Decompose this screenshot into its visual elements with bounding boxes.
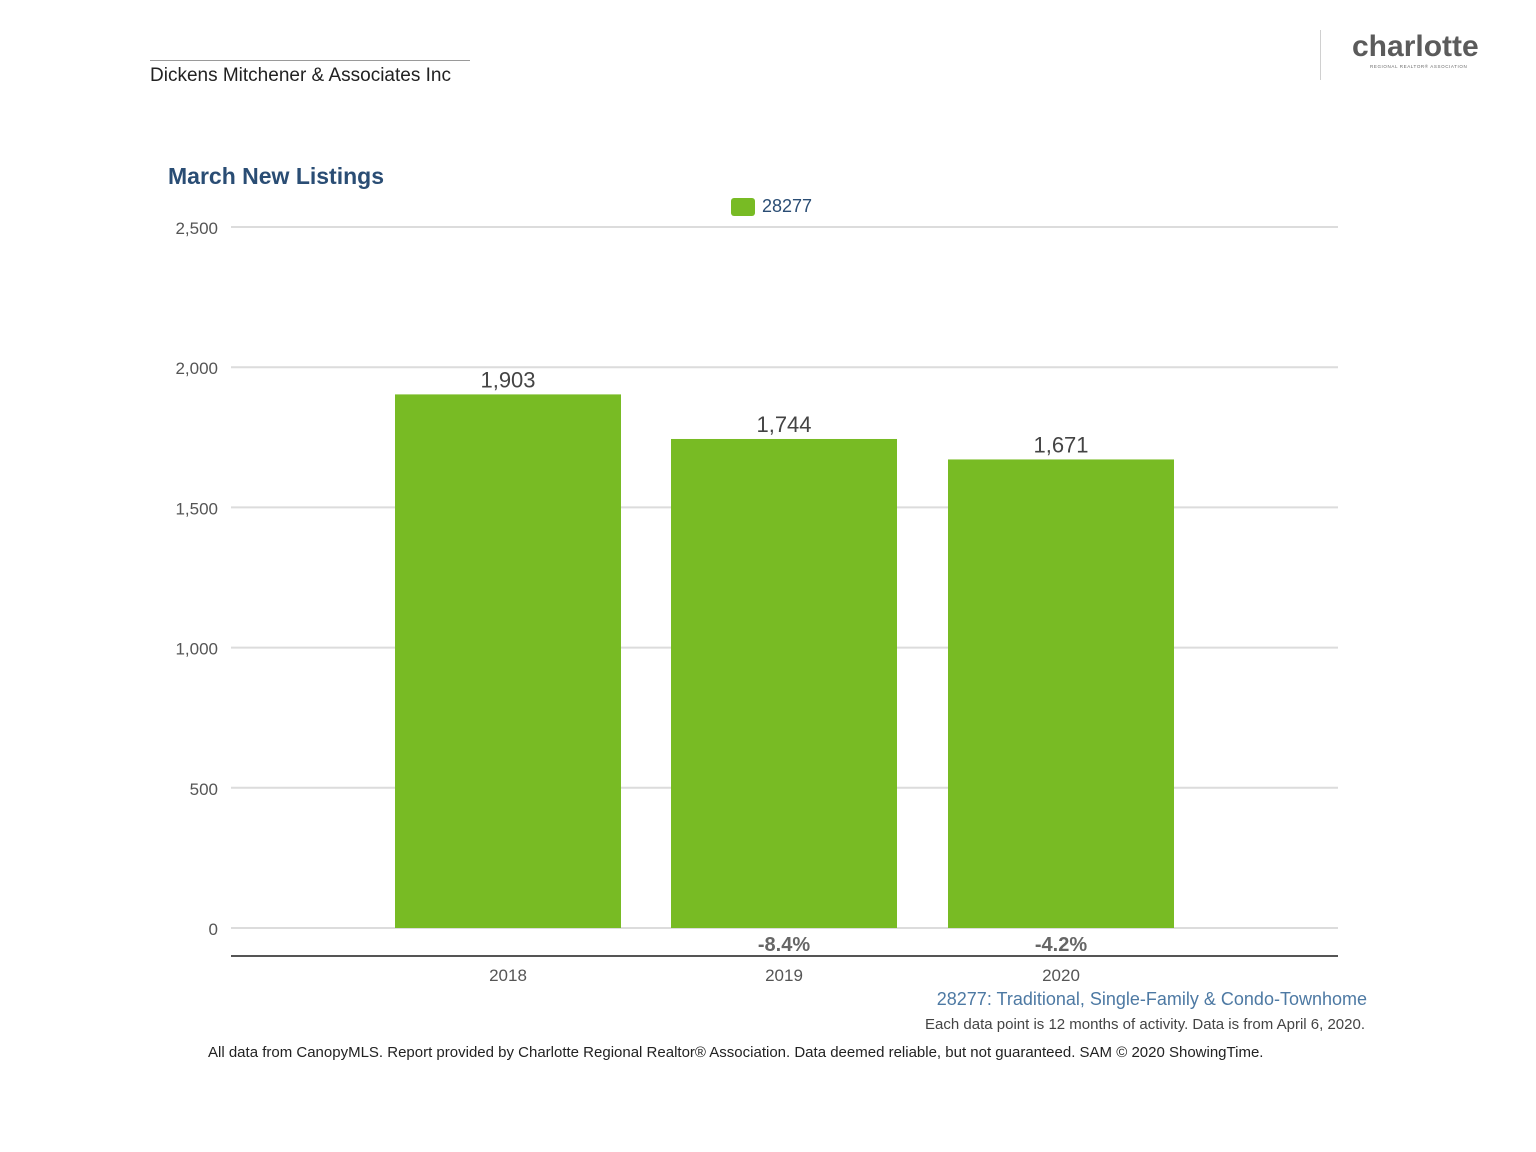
bars [395, 394, 1174, 928]
logo-subtitle: REGIONAL REALTOR® ASSOCIATION [1370, 64, 1468, 69]
change-labels: -8.4% -4.2% [758, 934, 1087, 956]
y-axis-tick-labels: 0 500 1,000 1,500 2,000 2,500 [175, 219, 218, 939]
series-description: 28277: Traditional, Single-Family & Cond… [936, 989, 1367, 1009]
bar-data-labels: 1,903 1,744 1,671 [480, 367, 1088, 457]
header-rule [150, 60, 470, 61]
x-tick-label: 2019 [765, 966, 803, 985]
y-tick-label: 2,500 [175, 219, 218, 238]
legend-swatch [731, 197, 755, 216]
bar [948, 459, 1174, 928]
y-tick-label: 1,500 [175, 499, 218, 518]
logo-wordmark: charlotte [1352, 30, 1479, 63]
bar [671, 438, 897, 928]
change-label: -4.2% [1035, 934, 1087, 956]
x-axis-tick-labels: 2018 2019 2020 [489, 966, 1080, 985]
bar-data-label: 1,744 [756, 412, 811, 437]
y-tick-label: 500 [190, 780, 218, 799]
x-tick-label: 2020 [1042, 966, 1080, 985]
y-tick-label: 0 [209, 920, 218, 939]
y-tick-label: 2,000 [175, 359, 218, 378]
bar-data-label: 1,903 [480, 367, 535, 392]
change-label: -8.4% [758, 934, 810, 956]
y-tick-label: 1,000 [175, 640, 218, 659]
chart-legend: 28277 [731, 196, 812, 217]
data-note: Each data point is 12 months of activity… [925, 1016, 1365, 1033]
logo-divider [1320, 30, 1321, 80]
bar-data-label: 1,671 [1033, 432, 1088, 457]
chart-title: March New Listings [168, 163, 384, 189]
footer-disclaimer: All data from CanopyMLS. Report provided… [208, 1044, 1264, 1061]
bar [395, 394, 621, 928]
company-name: Dickens Mitchener & Associates Inc [150, 65, 451, 86]
legend-label: 28277 [762, 196, 813, 216]
charlotte-logo: charlotte REGIONAL REALTOR® ASSOCIATION [1352, 30, 1502, 75]
x-tick-label: 2018 [489, 966, 527, 985]
